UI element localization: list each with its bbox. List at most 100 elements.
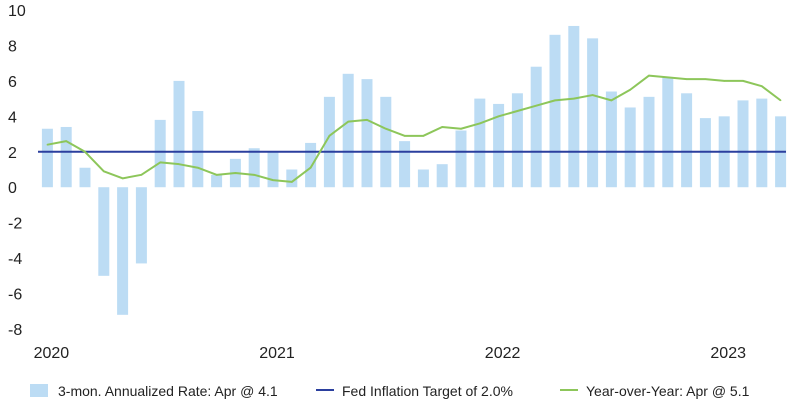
y-tick-label: -4: [8, 251, 22, 268]
legend: 3-mon. Annualized Rate: Apr @ 4.1 Fed In…: [30, 383, 750, 399]
bar-2020-04: [98, 187, 110, 276]
yoy-point-2022-11: [685, 78, 688, 80]
yoy-point-2022-04: [554, 99, 556, 102]
bar-series: [41, 25, 787, 315]
yoy-point-2022-02: [516, 110, 519, 112]
bar-2022-09: [643, 96, 655, 188]
bar-2021-04: [323, 96, 335, 188]
bar-2022-11: [681, 93, 693, 188]
yoy-point-2020-06: [140, 174, 143, 176]
yoy-point-2021-08: [403, 135, 406, 137]
yoy-point-2022-05: [573, 97, 575, 100]
yoy-point-2021-07: [385, 127, 387, 130]
bar-2022-01: [493, 103, 505, 188]
bar-2022-05: [568, 25, 580, 188]
yoy-point-2023-02: [742, 80, 744, 82]
yoy-point-2023-03: [761, 85, 763, 88]
yoy-line-group: [46, 74, 782, 183]
yoy-point-2020-11: [234, 172, 237, 174]
yoy-point-2021-05: [347, 120, 350, 123]
x-tick-label: 2020: [34, 345, 70, 362]
bar-2021-05: [342, 73, 354, 188]
y-tick-label: -2: [8, 216, 22, 233]
yoy-point-2022-08: [629, 88, 631, 91]
y-tick-label: -6: [8, 287, 22, 304]
bar-2020-07: [154, 119, 166, 188]
bar-2020-10: [211, 174, 223, 188]
legend-label-yoy: Year-over-Year: Apr @ 5.1: [586, 383, 750, 399]
bar-2022-06: [587, 38, 599, 188]
bar-2020-12: [248, 148, 260, 188]
y-tick-label: 4: [8, 109, 17, 126]
bar-2021-08: [399, 141, 411, 188]
bar-2022-10: [662, 77, 674, 188]
yoy-point-2023-01: [723, 80, 725, 82]
bar-2021-03: [305, 142, 317, 188]
yoy-point-2021-03: [309, 166, 312, 169]
yoy-point-2021-02: [291, 181, 293, 183]
bar-2022-02: [511, 93, 523, 188]
yoy-point-2021-10: [441, 126, 444, 128]
yoy-point-2020-01: [46, 143, 49, 146]
legend-item-yoy: Year-over-Year: Apr @ 5.1: [560, 383, 750, 399]
yoy-point-2022-03: [535, 104, 537, 107]
yoy-point-2021-09: [422, 135, 425, 137]
bar-2020-05: [117, 187, 129, 315]
yoy-point-2021-06: [366, 119, 368, 121]
bar-2023-02: [737, 100, 749, 188]
yoy-point-2020-03: [84, 150, 86, 153]
yoy-point-2020-02: [65, 140, 67, 142]
yoy-point-2020-10: [215, 174, 218, 176]
y-axis: 10 8 6 4 2 0 -2 -4 -6 -8: [8, 3, 26, 339]
y-tick-label: 2: [8, 145, 17, 162]
bar-2021-11: [455, 130, 467, 188]
legend-item-bars: 3-mon. Annualized Rate: Apr @ 4.1: [30, 383, 278, 399]
yoy-point-2022-06: [591, 94, 594, 96]
bar-2022-04: [549, 34, 561, 188]
yoy-point-2023-04: [779, 99, 782, 102]
yoy-point-2020-09: [197, 166, 199, 169]
y-tick-label: 0: [8, 180, 17, 197]
x-tick-label: 2023: [710, 345, 746, 362]
bar-2023-03: [756, 98, 768, 188]
x-tick-label: 2022: [485, 345, 521, 362]
bar-2021-01: [267, 151, 279, 188]
yoy-point-2022-01: [497, 115, 500, 118]
bar-2022-03: [530, 66, 542, 188]
yoy-point-2020-07: [159, 161, 161, 164]
x-axis: 2020 2021 2022 2023: [34, 345, 746, 362]
yoy-point-2021-11: [460, 127, 462, 130]
bar-2021-02: [286, 169, 298, 188]
yoy-point-2022-09: [648, 74, 650, 77]
bar-2021-12: [474, 98, 486, 188]
bar-2020-02: [60, 126, 72, 188]
yoy-point-2022-12: [704, 78, 707, 80]
bar-2020-01: [41, 128, 53, 188]
y-tick-label: 8: [8, 38, 17, 55]
yoy-line: [47, 74, 782, 183]
bar-2020-09: [192, 111, 204, 188]
bar-2021-10: [436, 164, 448, 188]
bar-2020-03: [79, 167, 91, 188]
y-tick-label: 10: [8, 3, 26, 20]
legend-item-target: Fed Inflation Target of 2.0%: [316, 383, 513, 399]
yoy-point-2021-04: [328, 135, 331, 137]
bar-2022-07: [605, 91, 617, 188]
yoy-point-2022-10: [667, 76, 669, 79]
yoy-point-2021-01: [272, 179, 274, 181]
bar-2021-06: [361, 79, 373, 188]
bar-2021-07: [380, 96, 392, 188]
y-tick-label: -8: [8, 322, 22, 339]
yoy-point-2022-07: [610, 99, 613, 102]
yoy-point-2020-12: [253, 174, 255, 176]
yoy-point-2020-05: [121, 177, 124, 180]
legend-swatch-bars: [30, 384, 48, 397]
bar-2020-06: [135, 187, 147, 264]
yoy-point-2020-04: [103, 170, 105, 173]
yoy-point-2020-08: [178, 163, 180, 165]
bar-2022-08: [624, 107, 636, 188]
legend-label-target: Fed Inflation Target of 2.0%: [342, 383, 513, 399]
bar-2021-09: [417, 169, 429, 188]
